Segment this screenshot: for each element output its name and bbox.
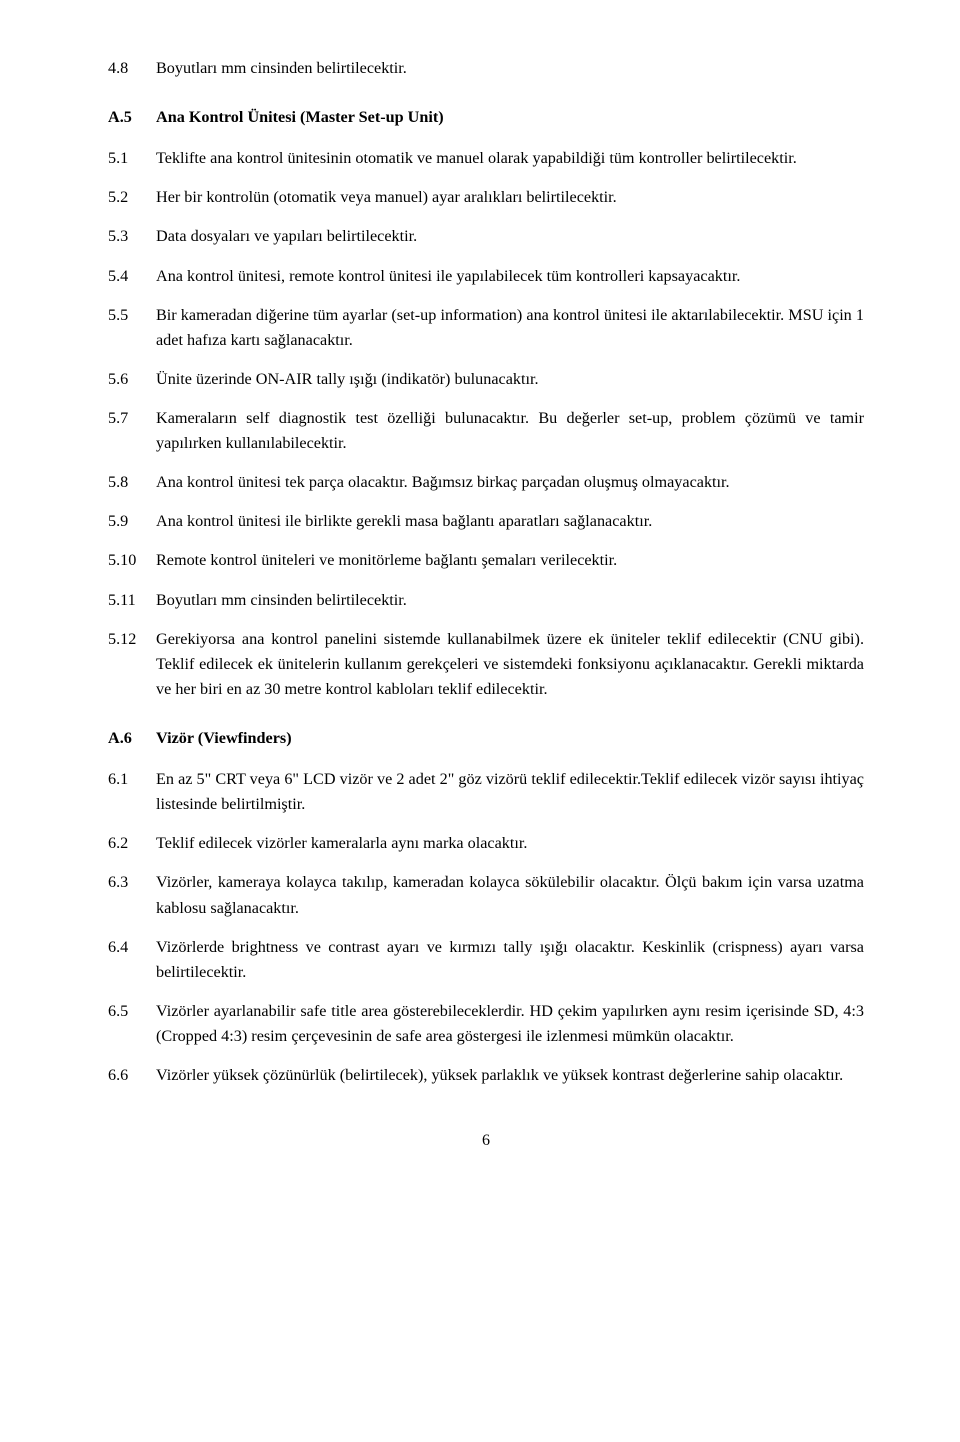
item-text: Teklifte ana kontrol ünitesinin otomatik… [156,146,864,171]
item-text: Bir kameradan diğerine tüm ayarlar (set-… [156,303,864,353]
section-title: Ana Kontrol Ünitesi (Master Set-up Unit) [156,105,444,130]
section-title: Vizör (Viewfinders) [156,726,292,751]
item-text: Ünite üzerinde ON-AIR tally ışığı (indik… [156,367,864,392]
item-number: 5.2 [108,185,156,210]
item-text: Ana kontrol ünitesi ile birlikte gerekli… [156,509,864,534]
list-item: 6.2 Teklif edilecek vizörler kameralarla… [108,831,864,856]
item-number: 6.1 [108,767,156,792]
section-number: A.5 [108,105,156,130]
list-item: 5.10 Remote kontrol üniteleri ve monitör… [108,548,864,573]
page-content: 4.8 Boyutları mm cinsinden belirtilecekt… [0,0,960,1190]
section-heading-a6: A.6 Vizör (Viewfinders) [108,726,864,751]
list-item: 6.1 En az 5" CRT veya 6" LCD vizör ve 2 … [108,767,864,817]
item-number: 6.3 [108,870,156,895]
item-text: Gerekiyorsa ana kontrol panelini sistemd… [156,627,864,702]
list-item: 5.8 Ana kontrol ünitesi tek parça olacak… [108,470,864,495]
list-item: 5.3 Data dosyaları ve yapıları belirtile… [108,224,864,249]
item-number: 5.1 [108,146,156,171]
list-item: 5.1 Teklifte ana kontrol ünitesinin otom… [108,146,864,171]
item-number: 6.6 [108,1063,156,1088]
item-number: 5.3 [108,224,156,249]
item-number: 6.5 [108,999,156,1024]
list-item: 4.8 Boyutları mm cinsinden belirtilecekt… [108,56,864,81]
item-text: Vizörler ayarlanabilir safe title area g… [156,999,864,1049]
list-item: 5.9 Ana kontrol ünitesi ile birlikte ger… [108,509,864,534]
section-heading-a5: A.5 Ana Kontrol Ünitesi (Master Set-up U… [108,105,864,130]
item-text: Vizörler, kameraya kolayca takılıp, kame… [156,870,864,920]
item-text: Data dosyaları ve yapıları belirtilecekt… [156,224,864,249]
item-number: 5.12 [108,627,156,652]
item-number: 5.4 [108,264,156,289]
item-number: 5.9 [108,509,156,534]
item-number: 5.8 [108,470,156,495]
item-number: 5.10 [108,548,156,573]
list-item: 6.6 Vizörler yüksek çözünürlük (belirtil… [108,1063,864,1088]
page-number: 6 [108,1132,864,1150]
item-number: 4.8 [108,56,156,81]
list-item: 6.5 Vizörler ayarlanabilir safe title ar… [108,999,864,1049]
item-text: Boyutları mm cinsinden belirtilecektir. [156,588,864,613]
list-item: 5.7 Kameraların self diagnostik test öze… [108,406,864,456]
item-number: 6.2 [108,831,156,856]
item-text: Boyutları mm cinsinden belirtilecektir. [156,56,864,81]
list-item: 5.6 Ünite üzerinde ON-AIR tally ışığı (i… [108,367,864,392]
item-text: Vizörlerde brightness ve contrast ayarı … [156,935,864,985]
list-item: 5.5 Bir kameradan diğerine tüm ayarlar (… [108,303,864,353]
item-text: Teklif edilecek vizörler kameralarla ayn… [156,831,864,856]
item-number: 5.5 [108,303,156,328]
item-text: Kameraların self diagnostik test özelliğ… [156,406,864,456]
list-item: 5.2 Her bir kontrolün (otomatik veya man… [108,185,864,210]
list-item: 6.3 Vizörler, kameraya kolayca takılıp, … [108,870,864,920]
item-number: 6.4 [108,935,156,960]
list-item: 5.12 Gerekiyorsa ana kontrol panelini si… [108,627,864,702]
item-text: Ana kontrol ünitesi, remote kontrol ünit… [156,264,864,289]
item-text: Her bir kontrolün (otomatik veya manuel)… [156,185,864,210]
item-text: En az 5" CRT veya 6" LCD vizör ve 2 adet… [156,767,864,817]
item-number: 5.7 [108,406,156,431]
item-number: 5.6 [108,367,156,392]
section-number: A.6 [108,726,156,751]
list-item: 5.11 Boyutları mm cinsinden belirtilecek… [108,588,864,613]
item-number: 5.11 [108,588,156,613]
item-text: Remote kontrol üniteleri ve monitörleme … [156,548,864,573]
list-item: 6.4 Vizörlerde brightness ve contrast ay… [108,935,864,985]
item-text: Vizörler yüksek çözünürlük (belirtilecek… [156,1063,864,1088]
list-item: 5.4 Ana kontrol ünitesi, remote kontrol … [108,264,864,289]
item-text: Ana kontrol ünitesi tek parça olacaktır.… [156,470,864,495]
